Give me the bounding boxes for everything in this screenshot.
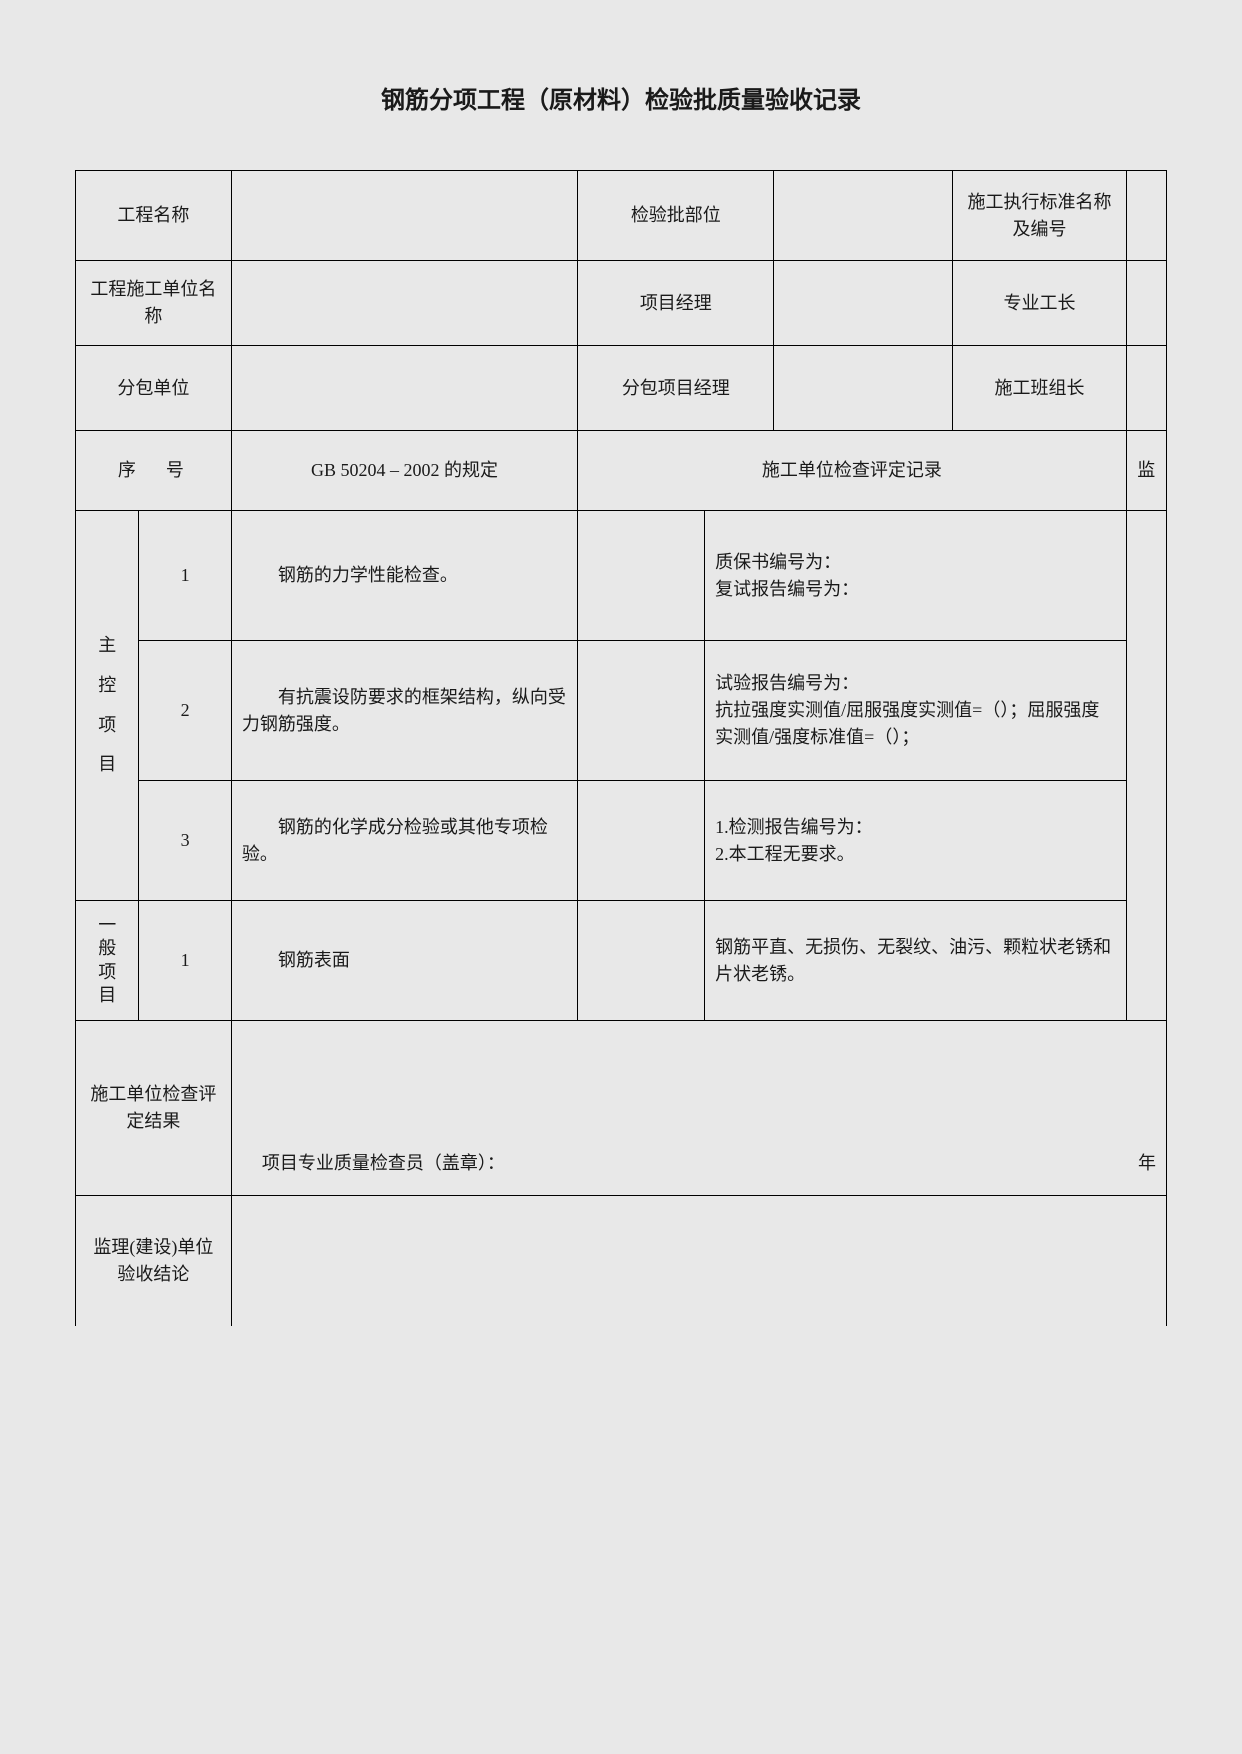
row-num: 3	[139, 781, 231, 901]
team-leader-label: 施工班组长	[953, 346, 1126, 431]
project-name-label: 工程名称	[76, 171, 232, 261]
standard-label: 施工执行标准名称及编号	[953, 171, 1126, 261]
row-record: 试验报告编号为： 抗拉强度实测值/屈服强度实测值=（）；屈服强度实测值/强度标准…	[705, 641, 1126, 781]
row-blank	[578, 781, 705, 901]
inspector-sig-label: 项目专业质量检查员（盖章）：	[262, 1153, 505, 1173]
row-record: 钢筋平直、无损伤、无裂纹、油污、颗粒状老锈和片状老锈。	[705, 901, 1126, 1021]
year-label: 年	[1138, 1150, 1156, 1177]
inspection-record-header: 施工单位检查评定记录	[578, 431, 1126, 511]
project-manager-label: 项目经理	[578, 261, 774, 346]
row-spec: 钢筋的力学性能检查。	[231, 511, 577, 641]
row-record: 质保书编号为： 复试报告编号为：	[705, 511, 1126, 641]
subcontractor-label: 分包单位	[76, 346, 232, 431]
sub-project-manager-value	[774, 346, 953, 431]
batch-location-value	[774, 171, 953, 261]
row-record: 1.检测报告编号为： 2.本工程无要求。	[705, 781, 1126, 901]
foreman-label: 专业工长	[953, 261, 1126, 346]
subcontractor-value	[231, 346, 577, 431]
inspection-table: 工程名称 检验批部位 施工执行标准名称及编号 工程施工单位名称 项目经理 专业工…	[75, 170, 1167, 1326]
construction-result-label: 施工单位检查评定结果	[76, 1021, 232, 1196]
foreman-value	[1126, 261, 1166, 346]
row-num: 2	[139, 641, 231, 781]
row-blank	[578, 641, 705, 781]
row-spec: 有抗震设防要求的框架结构，纵向受力钢筋强度。	[231, 641, 577, 781]
general-label: 一般项目	[76, 901, 139, 1021]
row-spec: 钢筋的化学成分检验或其他专项检验。	[231, 781, 577, 901]
supervision-col	[1126, 511, 1166, 1021]
regulation-header: GB 50204 – 2002 的规定	[231, 431, 577, 511]
row-spec: 钢筋表面	[231, 901, 577, 1021]
row-blank	[578, 511, 705, 641]
row-blank	[578, 901, 705, 1021]
construction-unit-label: 工程施工单位名称	[76, 261, 232, 346]
supervision-header: 监	[1126, 431, 1166, 511]
project-name-value	[231, 171, 577, 261]
construction-unit-value	[231, 261, 577, 346]
main-control-label: 主控项目	[76, 511, 139, 901]
standard-value	[1126, 171, 1166, 261]
row-num: 1	[139, 901, 231, 1021]
project-manager-value	[774, 261, 953, 346]
sub-project-manager-label: 分包项目经理	[578, 346, 774, 431]
row-num: 1	[139, 511, 231, 641]
supervision-conclusion-cell	[231, 1196, 1166, 1326]
batch-location-label: 检验批部位	[578, 171, 774, 261]
page-title: 钢筋分项工程（原材料）检验批质量验收记录	[75, 80, 1167, 115]
sequence-header: 序号	[76, 431, 232, 511]
team-leader-value	[1126, 346, 1166, 431]
supervision-conclusion-label: 监理(建设)单位验收结论	[76, 1196, 232, 1326]
construction-result-cell: 项目专业质量检查员（盖章）： 年	[231, 1021, 1166, 1196]
